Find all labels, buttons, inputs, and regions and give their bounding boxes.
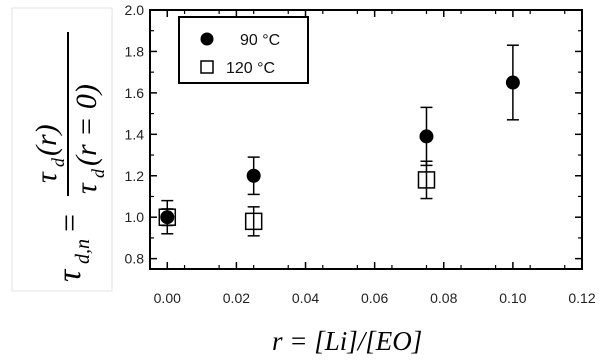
legend-marker-series-1	[200, 32, 214, 46]
x-tick-label: 0.02	[223, 290, 250, 306]
marker-open-square	[417, 171, 436, 189]
y-tick-label: 1.8	[125, 43, 145, 59]
data-point-series-1	[419, 106, 434, 167]
y-tick-label: 2.0	[125, 2, 145, 18]
y-axis-label: τ d,n = τ d (r) τ d (r = 0)	[11, 7, 113, 292]
legend-marker-series-2	[200, 60, 214, 74]
y-label-denominator-argument: (r = 0)	[70, 84, 103, 166]
y-tick-label: 0.8	[125, 251, 145, 267]
legend-label-series-2: 120 °C	[226, 60, 275, 77]
y-tick-label: 1.2	[125, 168, 145, 184]
y-tick-label: 1.6	[125, 85, 145, 101]
x-tick-label: 0.08	[430, 290, 457, 306]
data-point-series-2	[417, 160, 436, 200]
x-tick-label: 0.00	[154, 290, 181, 306]
x-tick-label: 0.12	[568, 290, 595, 306]
y-label-lhs-subscript: d,n	[72, 239, 94, 264]
data-point-series-1	[246, 156, 261, 196]
y-label-numerator-subscript: d	[48, 157, 68, 167]
x-tick-label: 0.04	[292, 290, 319, 306]
marker-open-square	[158, 208, 177, 226]
y-axis-label-frame	[11, 7, 113, 292]
y-tick-label: 1.4	[125, 126, 145, 142]
marker-filled-circle	[246, 168, 261, 183]
data-point-series-2	[244, 206, 263, 237]
x-tick-label: 0.06	[361, 290, 388, 306]
y-label-lhs: τ	[51, 268, 88, 282]
y-label-equals: =	[51, 214, 87, 232]
axis-ticks	[149, 9, 583, 269]
marker-filled-circle	[505, 75, 520, 90]
y-label-numerator-argument: (r)	[30, 124, 63, 156]
y-tick-labels: 0.8 1.0 1.2 1.4 1.6 1.8 2.0	[125, 2, 145, 267]
y-label-denominator-subscript: d	[88, 168, 108, 178]
data-point-series-2	[158, 208, 177, 227]
marker-filled-circle	[419, 129, 434, 144]
data-marks	[158, 44, 520, 237]
y-tick-label: 1.0	[125, 209, 145, 225]
y-label-denominator-symbol: τ	[70, 182, 103, 194]
x-tick-labels: 0.00 0.02 0.04 0.06 0.08 0.10 0.12	[154, 290, 596, 306]
plot-frame	[149, 9, 583, 270]
x-axis-label: r = [Li]/[EO]	[272, 326, 422, 356]
x-tick-label: 0.10	[499, 290, 526, 306]
y-label-numerator-symbol: τ	[30, 171, 63, 183]
legend-label-series-1: 90 °C	[240, 32, 280, 49]
data-point-series-1	[505, 44, 520, 121]
legend: 90 °C 120 °C	[178, 16, 309, 84]
marker-open-square	[244, 212, 263, 231]
